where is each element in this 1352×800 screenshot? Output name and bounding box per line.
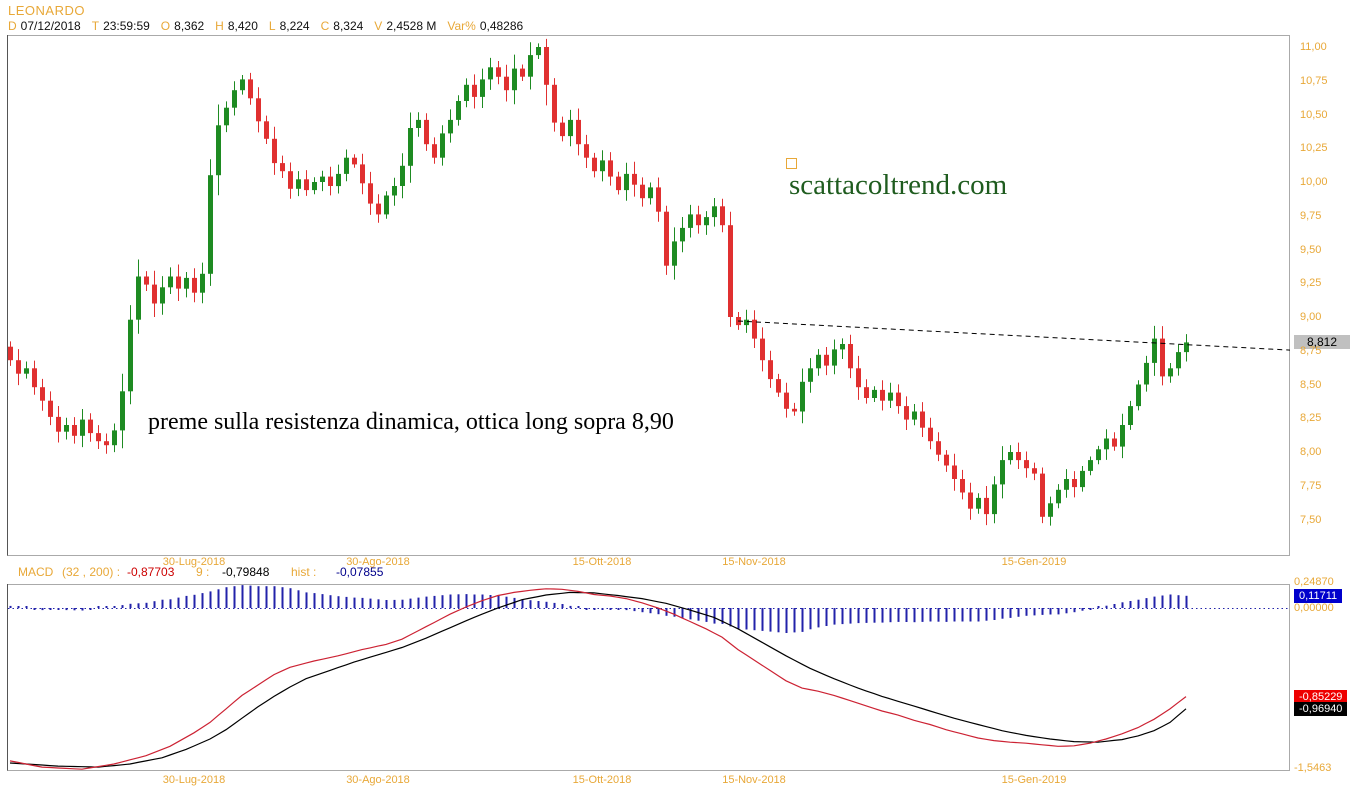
date-axis-label: 30-Ago-2018	[346, 774, 410, 786]
price-axis-label: 9,75	[1300, 209, 1322, 222]
ohlc-low: L 8,224	[268, 19, 310, 33]
price-axis-label: 11,00	[1300, 41, 1327, 53]
ohlc-volume: V 2,4528 M	[374, 19, 437, 33]
ohlc-close: C 8,324	[320, 19, 364, 33]
date-axis-label: 15-Nov-2018	[722, 774, 786, 786]
signal-value: -0,79848	[222, 565, 270, 579]
macd-hist-badge: 0,11711	[1294, 589, 1343, 603]
analysis-annotation: preme sulla resistenza dinamica, ottica …	[148, 409, 674, 435]
date-axis-label: 15-Ott-2018	[572, 774, 632, 786]
price-axis-label: 9,00	[1300, 311, 1322, 323]
price-axis-label: 8,00	[1300, 446, 1322, 458]
price-axis-label: 10,25	[1300, 142, 1328, 155]
macd-value: -0,87703	[127, 565, 175, 579]
price-axis-label: 10,00	[1300, 176, 1328, 188]
hist-label: hist :	[291, 565, 317, 579]
hist-value: -0,07855	[336, 565, 384, 579]
macd-signal-badge: -0,96940	[1294, 702, 1348, 716]
date-axis-label: 15-Nov-2018	[722, 556, 786, 568]
ohlc-time: T 23:59:59	[91, 19, 150, 33]
symbol-title: LEONARDO	[8, 3, 85, 18]
price-axis-label: 8,25	[1300, 412, 1322, 425]
watermark-square-icon	[786, 158, 797, 169]
ohlc-open: O 8,362	[160, 19, 205, 33]
price-axis-label: 7,50	[1300, 513, 1322, 526]
date-axis-label: 15-Gen-2019	[1001, 556, 1067, 568]
date-axis-label: 15-Gen-2019	[1001, 774, 1067, 786]
price-axis-label: 8,75	[1300, 344, 1322, 357]
macd-params: (32 , 200) :	[62, 565, 121, 579]
ohlc-row: D 07/12/2018 T 23:59:59 O 8,362 H 8,420 L 8,2…	[8, 19, 523, 33]
price-axis-label: 10,75	[1300, 74, 1328, 87]
last-price-badge: 8,812	[1294, 335, 1350, 349]
ohlc-date: D 07/12/2018	[8, 19, 81, 33]
macd-axis-zero: 0,00000	[1294, 602, 1334, 614]
macd-axis-bottom: -1,5463	[1294, 762, 1332, 774]
watermark-text: scattacoltrend.com	[789, 169, 1008, 201]
macd-name: MACD	[18, 565, 54, 579]
date-axis-label: 30-Ago-2018	[346, 556, 410, 568]
date-axis-label: 30-Lug-2018	[162, 556, 226, 568]
price-axis-label: 7,75	[1300, 479, 1322, 492]
date-axis-label: 15-Ott-2018	[572, 556, 632, 568]
signal-label: 9 :	[196, 565, 210, 579]
macd-axis-top: 0,24870	[1294, 576, 1334, 588]
ohlc-high: H 8,420	[215, 19, 258, 33]
price-axis-label: 9,50	[1300, 243, 1322, 256]
macd-line-badge: -0,85229	[1294, 690, 1348, 704]
date-axis-label: 30-Lug-2018	[162, 774, 226, 786]
price-axis-label: 10,50	[1300, 108, 1328, 121]
price-axis-label: 8,50	[1300, 378, 1322, 391]
ohlc-var: Var% 0,48286	[447, 19, 524, 33]
price-axis-label: 9,25	[1300, 277, 1322, 290]
